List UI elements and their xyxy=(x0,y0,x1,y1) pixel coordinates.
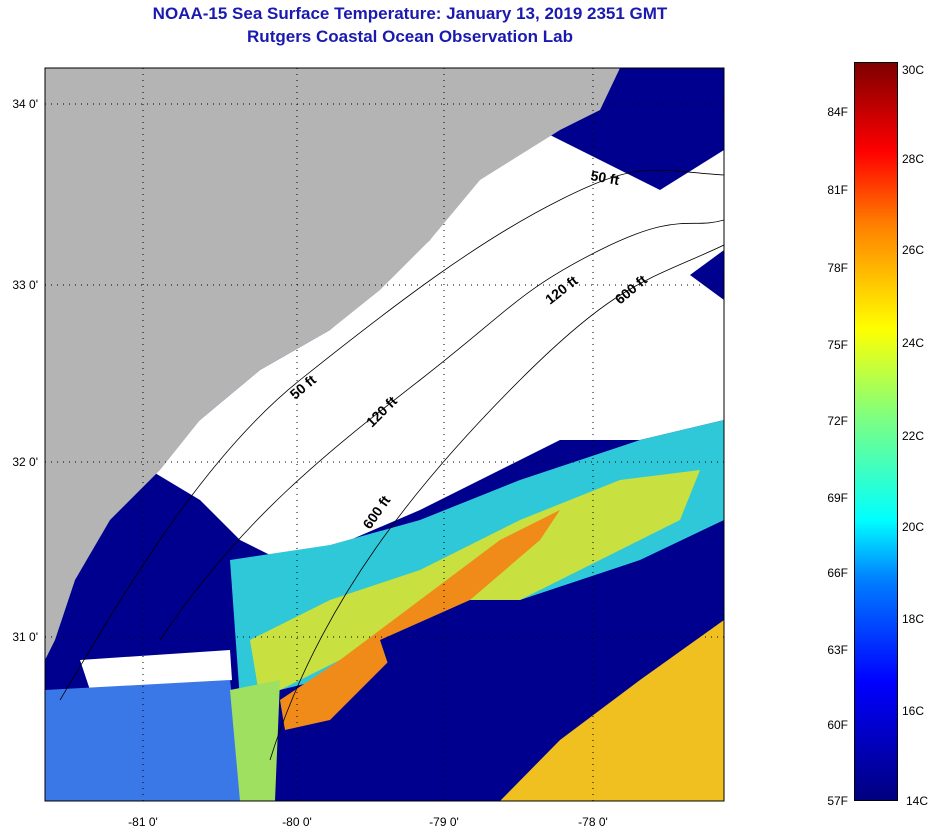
map-title: NOAA-15 Sea Surface Temperature: January… xyxy=(152,4,668,23)
warm-water xyxy=(230,680,280,801)
colorbar-f-label: 78F xyxy=(827,261,848,275)
colorbar-f-label: 84F xyxy=(827,105,848,119)
colorbar-f-label: 66F xyxy=(827,566,848,580)
grid-lines xyxy=(45,68,724,801)
depth-contours xyxy=(59,169,724,761)
lat-label: 33 0' xyxy=(12,278,38,292)
colorbar-f-label: 81F xyxy=(827,183,848,197)
lat-label: 34 0' xyxy=(12,97,38,111)
colorbar-c-label: 26C xyxy=(902,243,925,257)
cold-water xyxy=(380,560,700,700)
map-frame xyxy=(44,67,725,802)
colorbar-f-label: 57F xyxy=(827,794,848,808)
color-scale-bar xyxy=(854,62,898,801)
colorbar-c-label: 16C xyxy=(902,704,925,718)
colorbar-c-label: 14C xyxy=(906,794,929,808)
contour-label: 50 ft xyxy=(589,167,620,188)
lat-label: 31 0' xyxy=(12,630,38,644)
colorbar-c-label: 20C xyxy=(902,520,925,534)
colorbar-f-label: 60F xyxy=(827,718,848,732)
lon-label: -81 0' xyxy=(128,815,158,829)
colorbar-f-label: 75F xyxy=(827,338,848,352)
colorbar-c-label: 24C xyxy=(902,336,925,350)
colorbar-f-label: 72F xyxy=(827,414,848,428)
colorbar-c-label: 30C xyxy=(902,63,925,77)
cloud-area xyxy=(80,650,232,690)
warm-water xyxy=(500,620,724,801)
colorbar-c-label: 28C xyxy=(902,152,925,166)
colorbar-c-label: 22C xyxy=(902,429,925,443)
colorbar-f-label: 63F xyxy=(827,643,848,657)
warm-water xyxy=(280,510,560,730)
lon-label: -80 0' xyxy=(282,815,312,829)
land xyxy=(45,68,620,660)
colorbar-f-label: 69F xyxy=(827,491,848,505)
warm-water xyxy=(45,680,245,801)
lon-label: -79 0' xyxy=(429,815,459,829)
lon-label: -78 0' xyxy=(578,815,608,829)
cloud-area xyxy=(150,130,724,560)
colorbar-c-label: 18C xyxy=(902,612,925,626)
lat-label: 32 0' xyxy=(12,455,38,469)
map-subtitle: Rutgers Coastal Ocean Observation Lab xyxy=(247,27,573,46)
